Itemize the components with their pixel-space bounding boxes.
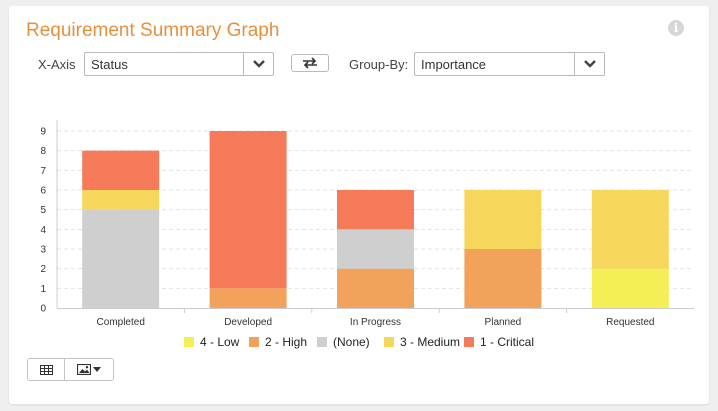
xaxis-select-value: Status bbox=[91, 57, 128, 72]
y-tick-label: 4 bbox=[40, 225, 46, 236]
bar-segment bbox=[591, 190, 669, 269]
y-tick-label: 5 bbox=[40, 205, 46, 216]
groupby-select-value: Importance bbox=[421, 57, 487, 72]
groupby-select[interactable]: Importance bbox=[414, 52, 605, 76]
y-tick-label: 0 bbox=[40, 304, 46, 315]
chevron-down-icon[interactable] bbox=[574, 53, 604, 75]
y-tick-label: 3 bbox=[40, 245, 46, 256]
y-tick-label: 6 bbox=[40, 186, 46, 197]
y-tick-label: 2 bbox=[40, 264, 46, 275]
table-view-button[interactable] bbox=[28, 359, 65, 380]
x-tick-label: Completed bbox=[97, 317, 145, 328]
y-tick-label: 9 bbox=[40, 127, 46, 138]
y-tick-label: 8 bbox=[40, 146, 46, 157]
widget-title: Requirement Summary Graph bbox=[26, 20, 280, 41]
legend-label: 3 - Medium bbox=[400, 335, 460, 349]
x-tick-label: Planned bbox=[485, 317, 522, 328]
xaxis-select[interactable]: Status bbox=[84, 52, 274, 76]
bar-segment bbox=[82, 209, 160, 308]
legend-swatch bbox=[384, 337, 394, 347]
view-toolbar bbox=[27, 358, 114, 381]
legend-swatch bbox=[184, 337, 194, 347]
x-tick-label: In Progress bbox=[350, 317, 401, 328]
bar-segment bbox=[209, 131, 287, 289]
chevron-down-icon[interactable] bbox=[243, 53, 273, 75]
y-tick-label: 7 bbox=[40, 166, 46, 177]
groupby-label: Group-By: bbox=[349, 57, 409, 72]
bar-segment bbox=[591, 268, 669, 308]
legend-label: 1 - Critical bbox=[480, 335, 534, 349]
export-image-button[interactable] bbox=[65, 359, 113, 380]
bar-segment bbox=[337, 190, 414, 230]
swap-axes-button[interactable] bbox=[291, 54, 329, 72]
bar-segment bbox=[337, 268, 414, 308]
bar-segment bbox=[337, 229, 414, 269]
bar-segment bbox=[82, 190, 160, 210]
bar-segment bbox=[209, 288, 287, 308]
image-icon bbox=[77, 364, 91, 375]
bar-segment bbox=[464, 249, 542, 308]
bar-segment bbox=[82, 150, 160, 190]
info-icon[interactable]: i bbox=[668, 20, 684, 36]
legend-swatch bbox=[464, 337, 474, 347]
y-tick-label: 1 bbox=[40, 284, 46, 295]
legend-swatch bbox=[249, 337, 259, 347]
x-tick-label: Developed bbox=[224, 317, 272, 328]
legend-label: (None) bbox=[333, 335, 370, 349]
table-grid-icon bbox=[39, 364, 53, 375]
legend-label: 2 - High bbox=[265, 335, 307, 349]
swap-arrows-icon bbox=[303, 57, 317, 69]
xaxis-label: X-Axis bbox=[38, 57, 76, 72]
bar-segment bbox=[464, 190, 542, 249]
legend-swatch bbox=[317, 337, 327, 347]
legend-label: 4 - Low bbox=[200, 335, 240, 349]
caret-down-icon bbox=[93, 367, 101, 372]
x-tick-label: Requested bbox=[606, 317, 654, 328]
